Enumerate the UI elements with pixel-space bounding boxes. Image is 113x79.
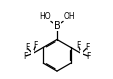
Text: F: F <box>23 52 27 61</box>
Text: HO: HO <box>39 12 50 21</box>
Text: F: F <box>25 43 29 52</box>
Text: OH: OH <box>63 12 74 21</box>
Text: B: B <box>53 21 60 31</box>
Text: F: F <box>76 41 80 50</box>
Text: F: F <box>84 43 88 52</box>
Text: F: F <box>33 41 37 50</box>
Text: F: F <box>86 52 90 61</box>
